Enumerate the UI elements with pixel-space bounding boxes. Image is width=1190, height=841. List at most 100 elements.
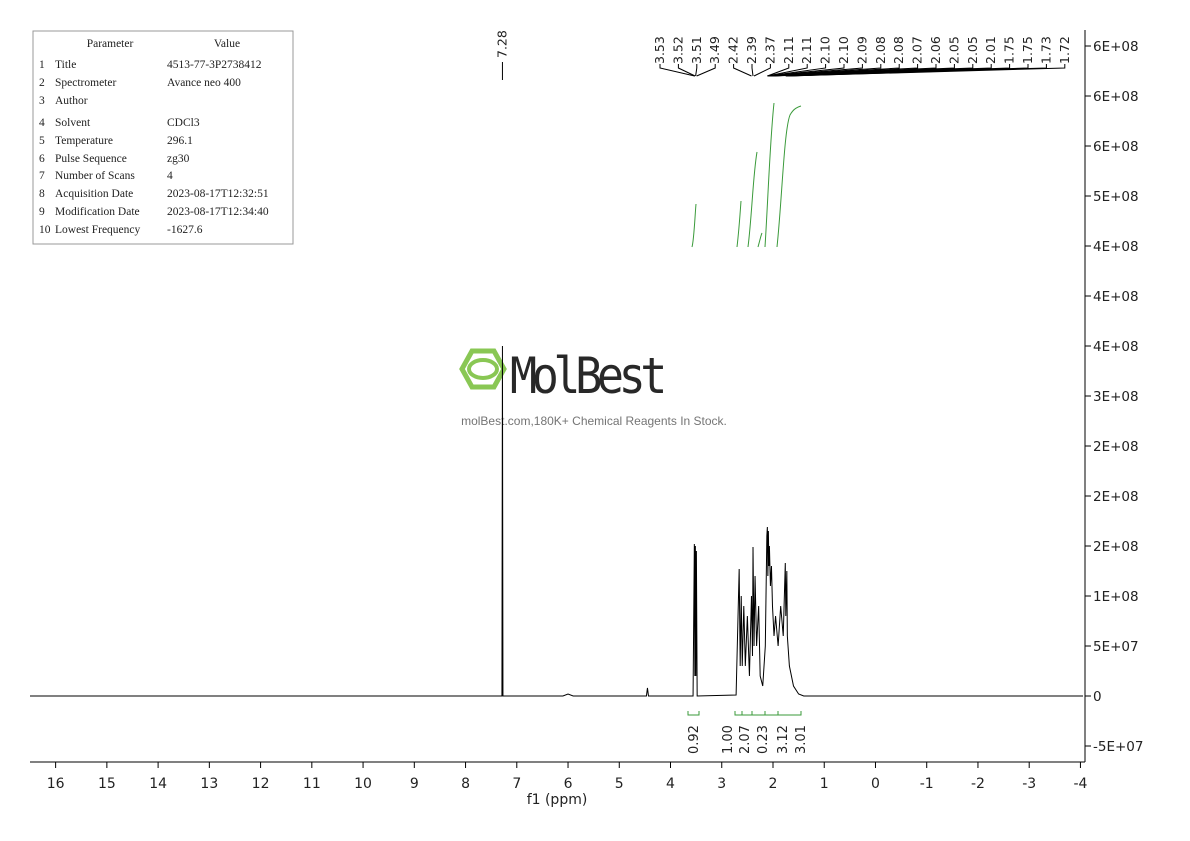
table-cell: 3 [39, 95, 45, 107]
integral-curves [691, 102, 802, 248]
table-cell: 4513-77-3P2738412 [167, 59, 262, 71]
table-cell: 2023-08-17T12:34:40 [167, 206, 269, 218]
x-tick-label: 5 [615, 776, 624, 792]
integral-curve [764, 102, 775, 248]
peak-label: 2.11 [781, 36, 796, 64]
peak-label: 3.51 [689, 36, 704, 64]
peak-marker [787, 64, 1066, 77]
table-cell: 4 [39, 117, 45, 129]
peak-marker [695, 64, 698, 77]
x-tick-label: 2 [769, 776, 778, 792]
y-tick-label: 2E+08 [1093, 439, 1139, 455]
table-cell: Spectrometer [55, 77, 116, 89]
y-tick-label: -5E+07 [1093, 739, 1143, 755]
table-cell: Temperature [55, 135, 113, 147]
x-tick-label: 16 [47, 776, 65, 792]
integral-bracket [734, 711, 743, 716]
table-cell: 5 [39, 135, 45, 147]
y-tick-label: 2E+08 [1093, 489, 1139, 505]
peak-label: 1.73 [1038, 36, 1053, 64]
y-tick-label: 5E+08 [1093, 189, 1139, 205]
integral-label: 1.00 [721, 725, 736, 754]
y-tick-label: 5E+07 [1093, 639, 1139, 655]
table-cell: 10 [39, 224, 51, 236]
y-tick-label: 4E+08 [1093, 339, 1139, 355]
table-header: Parameter [87, 38, 134, 50]
y-tick-label: 4E+08 [1093, 289, 1139, 305]
table-cell: Solvent [55, 117, 91, 129]
y-tick-label: 2E+08 [1093, 539, 1139, 555]
table-cell: Pulse Sequence [55, 153, 127, 165]
peak-label: 3.52 [670, 36, 685, 64]
table-cell: CDCl3 [167, 117, 200, 129]
peak-label: 2.11 [799, 36, 814, 64]
integral-bracket [764, 711, 779, 716]
x-tick-label: -2 [971, 776, 985, 792]
x-tick-label: -1 [920, 776, 934, 792]
peak-label: 2.39 [744, 36, 759, 64]
table-cell: Avance neo 400 [167, 77, 241, 89]
peak-label: 2.01 [983, 36, 998, 64]
peak-label: 2.05 [946, 36, 961, 64]
table-header: Value [214, 38, 240, 50]
peak-label: 2.10 [836, 36, 851, 64]
x-tick-label: 4 [666, 776, 675, 792]
x-tick-label: 15 [98, 776, 116, 792]
y-tick-label: 6E+08 [1093, 89, 1139, 105]
peak-label: 1.75 [1020, 36, 1035, 64]
peak-label: 3.49 [707, 36, 722, 64]
table-cell: zg30 [167, 153, 190, 165]
x-tick-label: 7 [512, 776, 521, 792]
table-cell: 296.1 [167, 135, 193, 147]
peak-label: 3.53 [652, 36, 667, 64]
table-cell: 1 [39, 59, 45, 71]
spectrum-line [30, 345, 1083, 697]
peak-marker [767, 64, 790, 77]
peak-marker [696, 64, 716, 77]
table-cell: Acquisition Date [55, 188, 133, 200]
y-tick-label: 1E+08 [1093, 589, 1139, 605]
integral-curve [757, 232, 763, 248]
integral-curve [776, 105, 802, 248]
peak-marker [772, 64, 992, 77]
x-tick-label: 0 [871, 776, 880, 792]
x-tick-label: 6 [564, 776, 573, 792]
y-tick-label: 6E+08 [1093, 39, 1139, 55]
table-cell: 6 [39, 153, 45, 165]
peak-label: 2.08 [873, 36, 888, 64]
x-tick-label: 12 [252, 776, 270, 792]
integral-curve [736, 200, 742, 248]
logo-hexagon [459, 348, 507, 390]
x-tick-label: 3 [717, 776, 726, 792]
table-frame [32, 30, 294, 245]
table-cell: 8 [39, 188, 45, 200]
table-cell: Modification Date [55, 206, 140, 218]
peak-marker [733, 64, 752, 77]
watermark-brand: MolBest [510, 347, 664, 405]
table-cell: 7 [39, 170, 45, 182]
peak-marker [767, 64, 808, 77]
integral-label: 3.12 [776, 725, 791, 754]
table-cell: 2023-08-17T12:32:51 [167, 188, 269, 200]
y-tick-label: 6E+08 [1093, 139, 1139, 155]
peak-marker [677, 64, 696, 77]
table-cell: Title [55, 59, 76, 71]
peak-marker [751, 64, 754, 77]
x-tick-label: 1 [820, 776, 829, 792]
x-tick-label: -4 [1073, 776, 1087, 792]
peak-label: 7.28 [494, 30, 509, 58]
peak-label: 2.42 [726, 36, 741, 64]
peak-label: 2.05 [965, 36, 980, 64]
integral-label: 0.92 [687, 725, 702, 754]
integral-label: 3.01 [794, 725, 809, 754]
peak-marker [659, 64, 695, 77]
integral-bracket [741, 711, 753, 716]
x-tick-label: -3 [1022, 776, 1036, 792]
table-cell: 4 [167, 170, 173, 182]
peak-label: 2.10 [818, 36, 833, 64]
y-tick-label: 3E+08 [1093, 389, 1139, 405]
integral-label: 2.07 [738, 725, 753, 754]
table-cell: -1627.6 [167, 224, 203, 236]
